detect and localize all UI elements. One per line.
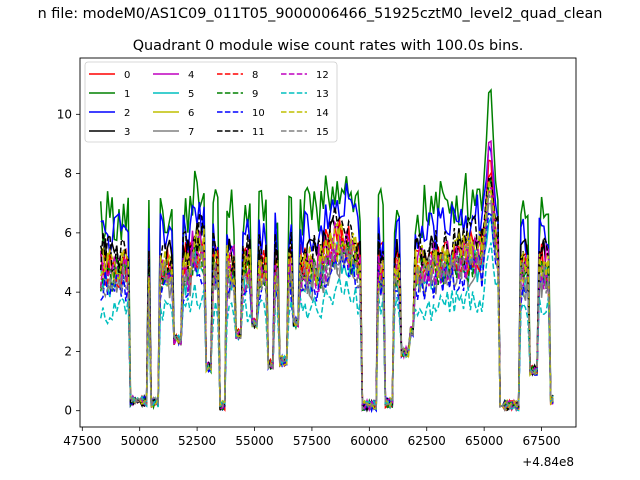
- legend-label-1: 1: [124, 89, 130, 100]
- legend-label-8: 8: [252, 70, 258, 81]
- y-tick-label: 6: [64, 226, 72, 240]
- legend-label-11: 11: [252, 127, 265, 138]
- legend-label-13: 13: [316, 89, 329, 100]
- legend-label-7: 7: [188, 127, 194, 138]
- legend-label-15: 15: [316, 127, 329, 138]
- legend-box: [84, 61, 338, 143]
- legend-label-12: 12: [316, 70, 329, 81]
- y-tick-label: 0: [64, 404, 72, 418]
- legend-label-6: 6: [188, 108, 194, 119]
- x-tick-label: 52500: [178, 434, 216, 448]
- legend-label-2: 2: [124, 108, 130, 119]
- x-tick-label: 50000: [121, 434, 159, 448]
- legend-label-3: 3: [124, 127, 130, 138]
- series-layer: [99, 88, 554, 414]
- x-tick-label: 47500: [63, 434, 101, 448]
- legend-label-0: 0: [124, 70, 130, 81]
- x-tick-label: 60000: [350, 434, 388, 448]
- x-tick-label: 55000: [235, 434, 273, 448]
- legend-label-10: 10: [252, 108, 265, 119]
- x-tick-label: 57500: [293, 434, 331, 448]
- legend-label-5: 5: [188, 89, 194, 100]
- plot-area: [79, 57, 577, 428]
- y-tick-label: 8: [64, 167, 72, 181]
- y-tick-label: 10: [57, 107, 72, 121]
- series-line-15: [100, 193, 554, 413]
- suptitle: n file: modeM0/AS1C09_011T05_9000006466_…: [38, 6, 603, 22]
- y-tick-label: 2: [64, 344, 72, 358]
- x-tick-label: 65000: [465, 434, 503, 448]
- y-tick-label: 4: [64, 285, 72, 299]
- x-axis: 47500 50000 52500 55000 57500 60000 62500 65000…: [63, 427, 561, 448]
- x-tick-label: 62500: [408, 434, 446, 448]
- legend-label-14: 14: [316, 108, 329, 119]
- x-offset-label: +4.84e8: [522, 455, 574, 469]
- x-tick-label: 67500: [522, 434, 560, 448]
- y-axis: 0 2 4 6 8 10: [57, 107, 80, 418]
- legend-label-4: 4: [188, 70, 194, 81]
- chart-title: Quadrant 0 module wise count rates with …: [133, 38, 524, 54]
- legend-label-9: 9: [252, 89, 258, 100]
